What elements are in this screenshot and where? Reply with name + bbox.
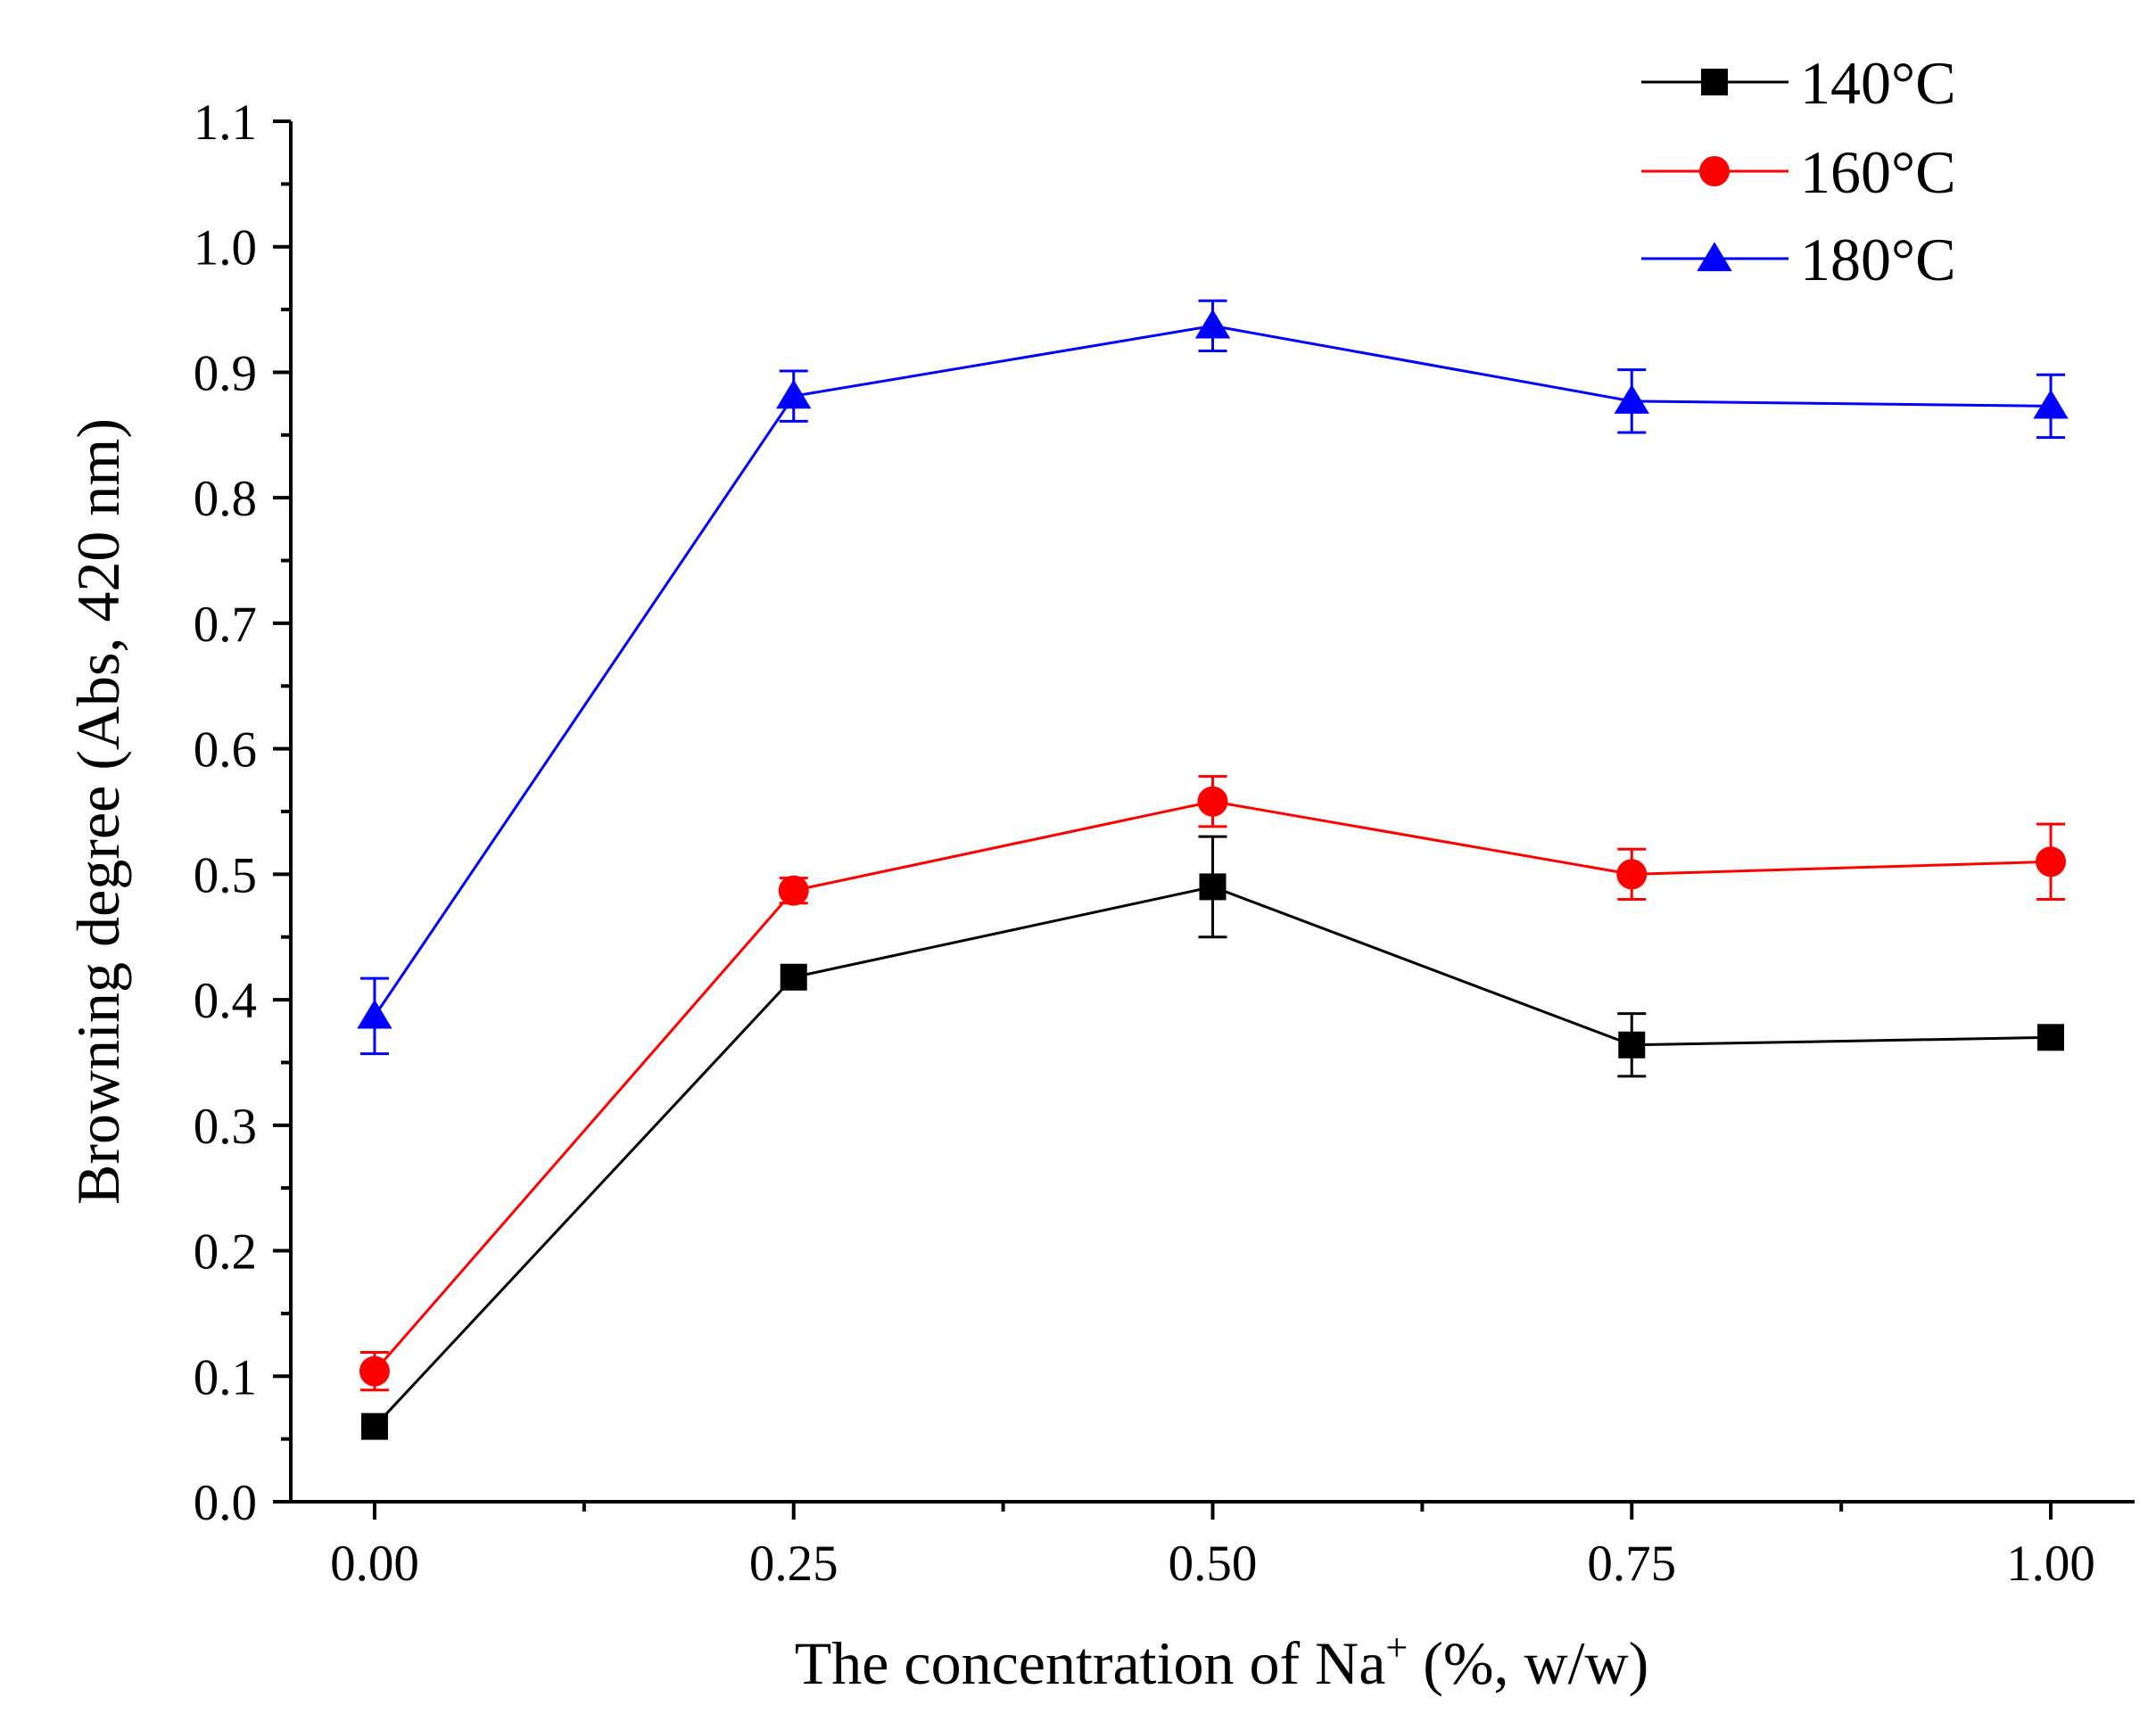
data-point [359, 1355, 390, 1387]
legend-item: 180°C [1641, 226, 1956, 293]
data-point [1616, 859, 1648, 890]
legend-marker [1699, 156, 1730, 186]
data-point [2033, 389, 2069, 419]
y-tick-label: 0.3 [194, 1099, 257, 1155]
series-layer [357, 299, 2069, 1440]
legend-label: 160°C [1800, 138, 1956, 206]
y-tick-label: 0.1 [194, 1349, 257, 1405]
series-line [373, 885, 2052, 1428]
data-point [780, 963, 807, 991]
legend-marker [1697, 242, 1732, 272]
legend-marker [1701, 69, 1728, 95]
y-tick-label: 0.9 [194, 345, 257, 401]
data-point [1199, 873, 1227, 901]
y-tick-label: 1.0 [194, 220, 257, 276]
x-axis-title: The concentration of Na+ (%, w/w) [795, 1626, 1649, 1697]
data-point [776, 379, 812, 409]
x-tick-label: 0.75 [1587, 1536, 1676, 1592]
series-160°C [359, 775, 2067, 1392]
data-point [778, 875, 809, 906]
data-point [2036, 846, 2067, 877]
axes: 0.0 0.1 0.2 0.3 0.4 0.5 0.6 0.7 0.8 0.9 1.0 1.1 0.00… [194, 95, 2135, 1592]
y-tick-label: 0.4 [194, 973, 257, 1029]
y-tick-label: 0.8 [194, 471, 257, 527]
y-tick-label: 1.1 [194, 95, 257, 151]
y-axis-title: Browning degree (Abs, 420 nm) [64, 418, 132, 1205]
y-tick-label: 0.7 [194, 597, 257, 653]
series-140°C [360, 835, 2065, 1440]
x-axis-title-superscript: + [1385, 1626, 1408, 1669]
x-axis-title-tail: (%, w/w) [1408, 1629, 1648, 1697]
data-point [1618, 1031, 1646, 1059]
y-tick-label: 0.2 [194, 1224, 257, 1281]
data-point [357, 999, 392, 1029]
data-point [1197, 786, 1228, 817]
x-tick-label: 1.00 [2006, 1536, 2095, 1592]
x-tick-label: 0.00 [330, 1536, 419, 1592]
data-point [1614, 384, 1649, 414]
x-tick-label: 0.50 [1169, 1536, 1258, 1592]
y-tick-label: 0.5 [194, 847, 257, 903]
legend: 140°C 160°C 180°C [1641, 49, 1956, 293]
y-tick-label: 0.6 [194, 722, 257, 779]
series-180°C [357, 299, 2069, 1056]
data-point [2037, 1024, 2065, 1051]
x-tick-label: 0.25 [749, 1536, 838, 1592]
legend-item: 140°C [1641, 49, 1956, 117]
legend-label: 140°C [1800, 49, 1956, 117]
data-point [1194, 309, 1231, 339]
y-tick-label: 0.0 [194, 1475, 257, 1531]
legend-label: 180°C [1800, 226, 1956, 293]
x-axis-title-main: The concentration of Na [795, 1629, 1386, 1697]
legend-item: 160°C [1641, 138, 1956, 206]
data-point [360, 1413, 388, 1440]
